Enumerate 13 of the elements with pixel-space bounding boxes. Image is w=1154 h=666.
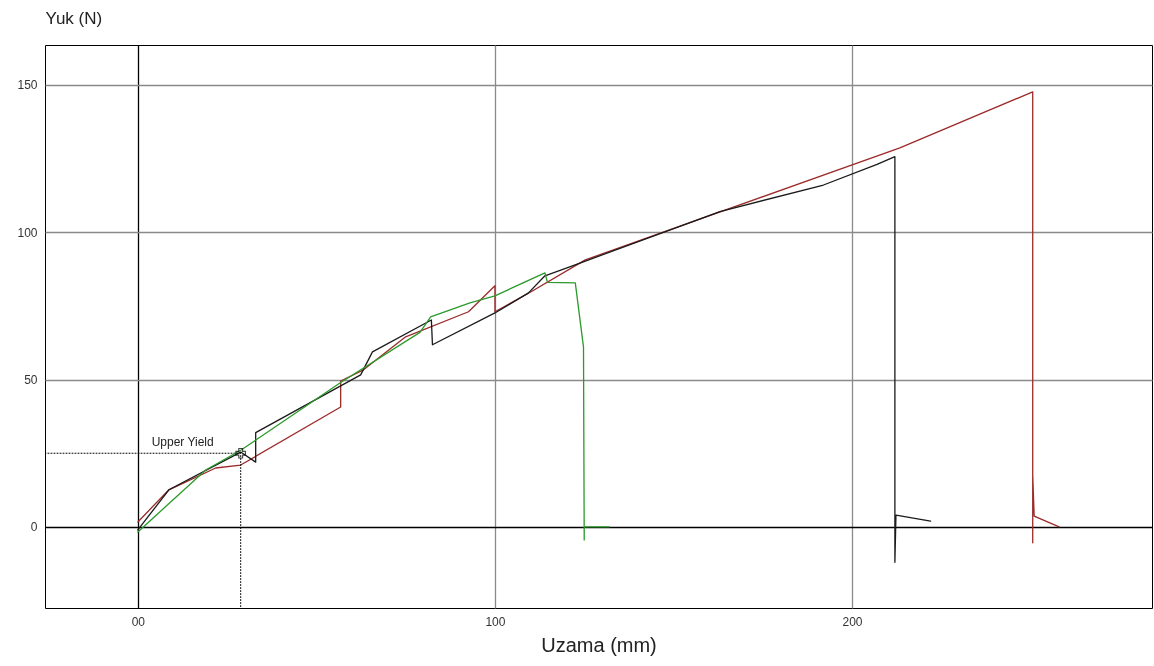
y-tick-label: 0 <box>30 520 38 535</box>
x-tick-label: 00 <box>131 614 146 629</box>
line-series <box>137 272 610 541</box>
annotation: Upper Yield <box>151 435 214 450</box>
x-axis-title: Uzama (mm) <box>541 633 657 656</box>
y-axis-title: Yuk (N) <box>45 8 103 28</box>
x-tick-label: 200 <box>842 614 863 629</box>
x-tick-label: 100 <box>485 614 506 629</box>
y-tick-label: 150 <box>17 78 38 93</box>
y-tick-label: 50 <box>24 373 38 388</box>
y-tick-label: 100 <box>17 225 38 240</box>
line-series <box>137 91 1060 544</box>
line-series <box>137 156 932 563</box>
